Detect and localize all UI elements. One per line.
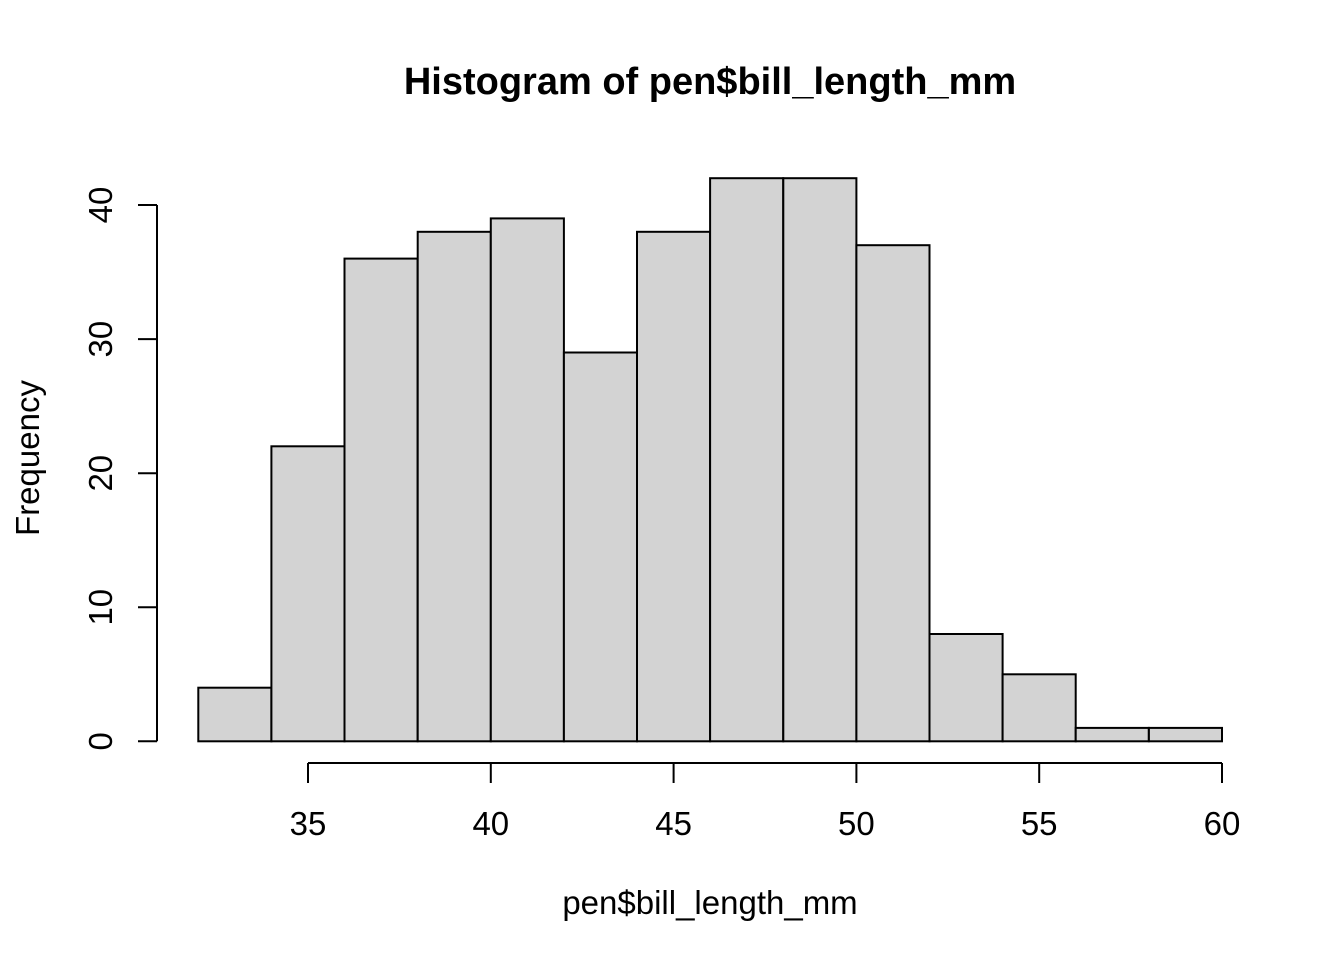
x-tick-label: 45 (655, 805, 692, 842)
y-tick-label: 40 (82, 187, 119, 224)
histogram-bar (636, 230, 712, 743)
x-tick-label: 55 (1021, 805, 1058, 842)
y-tick-label: 10 (82, 589, 119, 626)
x-tick-label: 35 (290, 805, 327, 842)
chart-title: Histogram of pen$bill_length_mm (403, 61, 1017, 103)
histogram-bar (343, 257, 419, 743)
histogram-bar (416, 230, 492, 743)
histogram-bar (1001, 673, 1077, 743)
y-tick-label: 0 (82, 732, 119, 750)
histogram-bar (562, 351, 639, 743)
x-axis-label: pen$bill_length_mm (562, 884, 858, 921)
histogram-bar (489, 217, 565, 743)
histogram-bar (928, 633, 1004, 743)
x-tick-label: 50 (838, 805, 875, 842)
histogram-bar (855, 244, 931, 743)
histogram-bar (197, 686, 273, 743)
x-tick-label: 60 (1204, 805, 1241, 842)
histogram-bar (1147, 726, 1224, 743)
histogram-bar (270, 445, 346, 743)
histogram-bar (709, 177, 785, 743)
y-tick-label: 30 (82, 321, 119, 358)
histogram-bar (1074, 726, 1150, 743)
y-axis-label: Frequency (9, 380, 46, 536)
x-tick-label: 40 (472, 805, 509, 842)
y-tick-label: 20 (82, 455, 119, 492)
histogram-bar (782, 177, 858, 743)
